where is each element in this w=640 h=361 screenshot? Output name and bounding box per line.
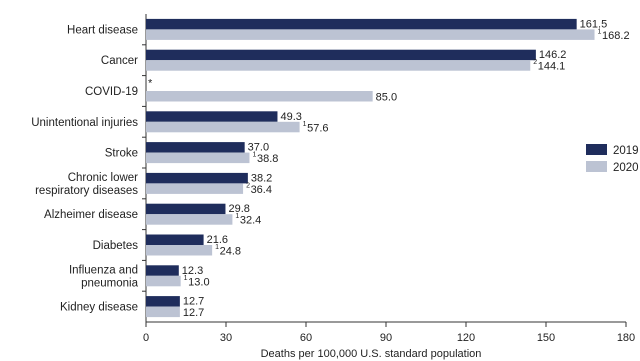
legend-swatch-2019 [586,144,607,155]
value-label-2020: 13.0 [188,276,209,288]
footnote-mark: 1 [184,275,188,282]
value-label-2020: 85.0 [376,92,397,104]
footnote-mark: 1 [215,244,219,251]
bar-2019 [146,203,226,215]
footnote-mark: 1 [235,213,239,220]
bar-2020 [146,152,250,164]
category-label: Influenza and [69,264,138,276]
x-axis-title: Deaths per 100,000 U.S. standard populat… [261,348,482,360]
category-label: respiratory diseases [35,185,138,197]
legend-label: 2019 [613,145,639,157]
value-label-2019: 12.7 [183,296,204,308]
value-label-2020: 24.8 [220,246,241,258]
category-label: pneumonia [81,277,139,289]
x-tick-label: 90 [380,332,392,344]
value-label-2019: 21.6 [207,234,228,246]
footnote-mark: 2 [246,182,250,189]
value-label-2019: 161.5 [580,18,608,30]
bar-2020 [146,60,531,71]
value-label-2020: 38.8 [257,153,278,165]
value-label-2020: 57.6 [307,122,328,134]
bar-2019 [146,49,536,61]
bar-2020 [146,245,213,256]
footnote-mark: 1 [598,28,602,35]
category-label: Heart disease [67,24,138,36]
value-label-2020: 12.7 [183,307,204,319]
value-label-2019: * [148,78,153,90]
value-label-2019: 146.2 [539,49,567,61]
legend-swatch-2020 [586,161,607,172]
bar-2020 [146,214,233,225]
x-tick-label: 150 [537,332,555,344]
bar-2020 [146,183,244,194]
category-label: Stroke [105,148,138,160]
bar-2020 [146,121,300,133]
axes: 0 30 60 90 120 150 180 Deaths per 100,000 U.S. … [142,14,635,360]
category-label: Alzheimer disease [44,209,138,221]
bar-2019 [146,18,577,30]
bar-2020 [146,306,180,318]
bar-2019 [146,265,179,276]
bar-2020 [146,91,373,102]
legend: 2019 2020 [586,144,639,174]
x-tick-label: 0 [143,332,149,344]
category-label: Unintentional injuries [31,117,138,129]
legend-label: 2020 [613,162,639,174]
bar-2019 [146,111,278,122]
value-label-2019: 29.8 [228,203,249,215]
value-label-2019: 37.0 [248,142,269,154]
footnote-mark: 1 [252,152,256,159]
x-tick-label: 180 [617,332,635,344]
bar-2019 [146,296,180,307]
x-tick-label: 30 [220,332,232,344]
category-label: Diabetes [93,240,139,252]
bar-2020 [146,275,181,287]
category-label: Chronic lower [68,172,138,184]
value-label-2020: 32.4 [240,215,261,227]
value-label-2019: 49.3 [280,111,301,123]
category-label: Cancer [101,55,138,67]
value-label-2019: 12.3 [182,265,203,277]
bar-2019 [146,234,204,245]
footnote-mark: 1 [303,121,307,128]
bar-2019 [146,142,245,153]
category-label: Kidney disease [60,302,138,314]
value-label-2020: 36.4 [251,184,272,196]
value-label-2020: 168.2 [602,30,630,42]
value-label-2019: 38.2 [251,172,272,184]
x-tick-label: 120 [457,332,475,344]
footnote-mark: 2 [533,59,537,66]
bars [146,18,595,318]
x-tick-label: 60 [300,332,312,344]
value-label-2020: 144.1 [538,61,566,73]
bar-2020 [146,29,595,40]
category-label: COVID-19 [85,86,138,98]
bar-2019 [146,172,248,184]
